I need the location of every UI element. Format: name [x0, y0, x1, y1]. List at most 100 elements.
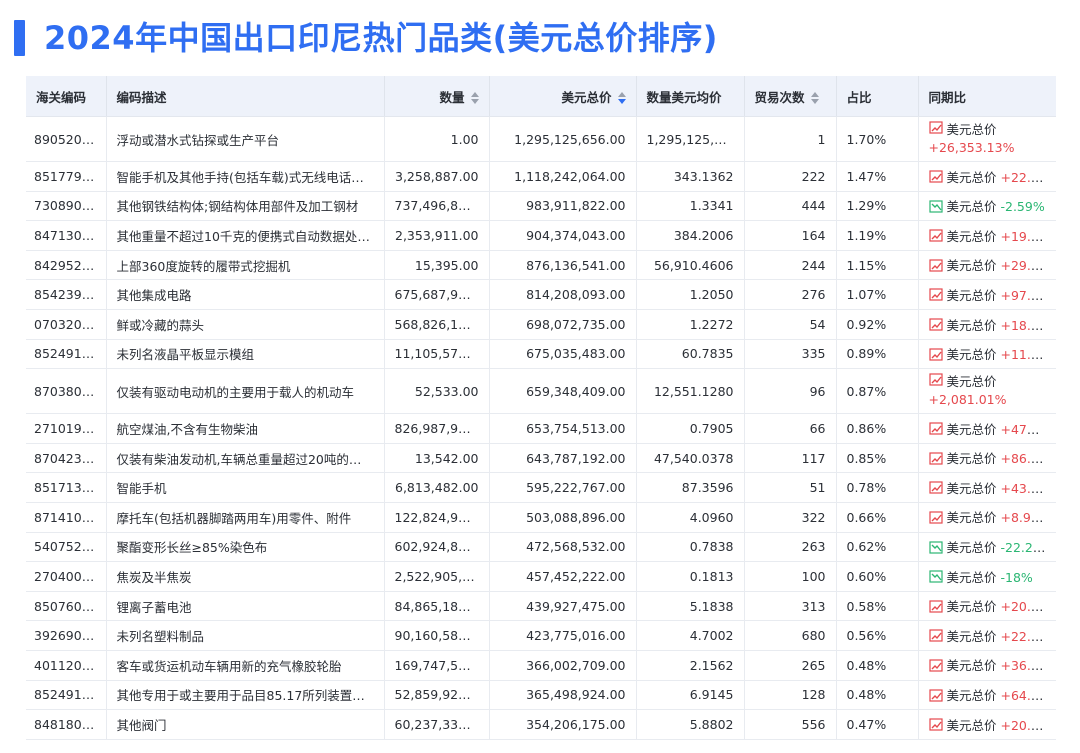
table-row[interactable]: 27040010 焦炭及半焦炭 2,522,905,6… 457,452,222.00…	[26, 561, 1056, 592]
table-row[interactable]: 85423990 其他集成电路 675,687,938.… 814,208,093.0…	[26, 279, 1057, 310]
cell-trades: 222	[744, 161, 837, 192]
yoy-value: -22.21%	[1000, 540, 1053, 556]
cell-trades: 54	[744, 309, 837, 340]
cell-yoy: 美元总价 +43.2%	[918, 472, 1056, 503]
cell-desc: 聚酯变形长丝≥85%染色布	[106, 532, 385, 563]
trend-up-icon	[928, 373, 943, 391]
cell-code: 73089000	[26, 191, 107, 222]
cell-total-usd: 659,348,409.00	[489, 368, 637, 415]
cell-code: 84295212	[26, 250, 107, 281]
cell-share: 0.66%	[836, 502, 919, 533]
table-row[interactable]: 87042300 仅装有柴油发动机,车辆总重量超过20吨的其… 13,542.00 6…	[26, 443, 1056, 474]
table-row[interactable]: 39269090 未列名塑料制品 90,160,584.00 423,775,016.…	[26, 620, 1056, 651]
cell-qty: 84,865,183.00	[384, 591, 490, 622]
table-row[interactable]: 85249190 未列名液晶平板显示模组 11,105,571.00 675,035,…	[26, 339, 1057, 370]
yoy-label: 美元总价	[946, 658, 997, 674]
cell-code: 27040010	[26, 561, 107, 592]
cell-total-usd: 675,035,483.00	[489, 339, 637, 370]
cell-unit-usd: 0.1813	[636, 561, 745, 592]
table-header-row: 海关编码 编码描述 数量 美元总价 数量美元均价 贸易次数 占比 同期比	[26, 76, 1056, 117]
trend-up-icon	[928, 659, 943, 675]
yoy-label: 美元总价	[946, 688, 997, 704]
cell-unit-usd: 1.2050	[636, 279, 745, 310]
cell-trades: 51	[744, 472, 837, 503]
cell-total-usd: 365,498,924.00	[489, 680, 637, 711]
col-header-trades[interactable]: 贸易次数	[744, 76, 837, 117]
sort-desc-icon[interactable]	[617, 92, 626, 104]
trend-down-icon	[928, 540, 943, 557]
yoy-value: +2,081.01%	[928, 392, 1007, 408]
cell-share: 1.15%	[836, 250, 919, 281]
table-row[interactable]: 89052000 浮动或潜水式钻探或生产平台 1.00 1,295,125,656.0…	[26, 116, 1056, 162]
col-header-share: 占比	[836, 76, 919, 117]
cell-qty: 675,687,938.…	[384, 279, 490, 310]
table-row[interactable]: 87038000 仅装有驱动电动机的主要用于载人的机动车 52,533.00 659,…	[26, 368, 1056, 415]
cell-share: 1.70%	[836, 116, 919, 162]
cell-unit-usd: 1.2272	[636, 309, 745, 340]
cell-yoy: 美元总价 -2.59%	[918, 191, 1056, 222]
cell-unit-usd: 6.9145	[636, 680, 745, 711]
col-header-qty[interactable]: 数量	[384, 76, 490, 117]
cell-desc: 焦炭及半焦炭	[106, 561, 385, 592]
trend-up-icon	[928, 688, 943, 705]
table-row[interactable]: 40112000 客车或货运机动车辆用新的充气橡胶轮胎 169,747,573.00…	[26, 650, 1057, 681]
table-row[interactable]: 85171300 智能手机 6,813,482.00 595,222,767.00 87…	[26, 472, 1056, 503]
yoy-label: 美元总价	[946, 628, 997, 644]
cell-total-usd: 983,911,822.00	[489, 191, 637, 222]
cell-trades: 276	[744, 279, 837, 310]
table-row[interactable]: 87141000 摩托车(包括机器脚踏两用车)用零件、附件 122,824,950.…	[26, 502, 1056, 533]
cell-trades: 680	[744, 620, 837, 651]
table-row[interactable]: 85177930 智能手机及其他手持(包括车载)式无线电话… 3,258,887.0…	[26, 161, 1056, 192]
table-row[interactable]: 84295212 上部360度旋转的履带式挖掘机 15,395.00 876,136,…	[26, 250, 1056, 281]
trend-up-icon	[928, 170, 943, 186]
cell-desc: 鲜或冷藏的蒜头	[106, 309, 385, 340]
yoy-label: 美元总价	[946, 540, 997, 556]
cell-share: 0.86%	[836, 413, 919, 444]
cell-code: 85177930	[26, 161, 107, 192]
yoy-value: +36.06%	[1000, 658, 1057, 674]
cell-desc: 仅装有柴油发动机,车辆总重量超过20吨的其…	[106, 443, 385, 474]
table-row[interactable]: 85076000 锂离子蓄电池 84,865,183.00 439,927,475.0…	[26, 591, 1056, 622]
table-row[interactable]: 85249110 其他专用于或主要用于品目85.17所列装置的… 52,859,92…	[26, 680, 1056, 711]
trend-up-icon	[928, 259, 943, 275]
cell-desc: 未列名塑料制品	[106, 620, 385, 651]
cell-code: 87042300	[26, 443, 107, 474]
cell-code: 87141000	[26, 502, 107, 533]
sort-icon[interactable]	[470, 92, 479, 104]
trend-up-icon	[928, 481, 943, 497]
trend-up-icon	[928, 511, 943, 527]
cell-code: 54075200	[26, 532, 107, 563]
yoy-value: +97.47%	[1000, 287, 1057, 303]
cell-total-usd: 814,208,093.00	[489, 279, 637, 310]
export-table: 海关编码 编码描述 数量 美元总价 数量美元均价 贸易次数 占比 同期比 890…	[26, 76, 1056, 740]
table-row[interactable]: 84818040 其他阀门 60,237,336.00 354,206,175.00 5…	[26, 709, 1056, 740]
table-row[interactable]: 07032010 鲜或冷藏的蒜头 568,826,107.00 698,072,735…	[26, 309, 1056, 340]
table-row[interactable]: 73089000 其他钢铁结构体;钢结构体用部件及加工钢材 737,496,890.…	[26, 191, 1056, 222]
table-row[interactable]: 27101911 航空煤油,不含有生物柴油 826,987,905… 653,754,…	[26, 413, 1056, 444]
cell-share: 0.62%	[836, 532, 919, 563]
cell-total-usd: 698,072,735.00	[489, 309, 637, 340]
trend-up-icon	[928, 288, 943, 304]
cell-total-usd: 595,222,767.00	[489, 472, 637, 503]
yoy-label: 美元总价	[946, 717, 997, 733]
yoy-label: 美元总价	[946, 121, 997, 137]
cell-qty: 122,824,950.…	[384, 502, 490, 533]
cell-trades: 313	[744, 591, 837, 622]
cell-qty: 15,395.00	[384, 250, 490, 281]
table-row[interactable]: 84713090 其他重量不超过10千克的便携式自动数据处理… 2,353,911.…	[26, 220, 1056, 251]
cell-code: 85076000	[26, 591, 107, 622]
yoy-label: 美元总价	[946, 421, 997, 437]
cell-code: 85249110	[26, 680, 107, 711]
cell-share: 0.78%	[836, 472, 919, 503]
cell-unit-usd: 4.0960	[636, 502, 745, 533]
yoy-label: 美元总价	[946, 287, 997, 303]
trend-up-icon	[928, 318, 943, 334]
cell-yoy: 美元总价 +64.39%	[918, 680, 1056, 711]
sort-icon[interactable]	[810, 92, 819, 104]
yoy-label: 美元总价	[946, 480, 997, 496]
col-header-total-usd[interactable]: 美元总价	[489, 76, 637, 117]
yoy-value: +11.03%	[1000, 347, 1057, 363]
cell-yoy: 美元总价 +97.47%	[918, 279, 1057, 310]
cell-code: 89052000	[26, 116, 107, 162]
table-row[interactable]: 54075200 聚酯变形长丝≥85%染色布 602,924,824… 472,568…	[26, 532, 1056, 563]
